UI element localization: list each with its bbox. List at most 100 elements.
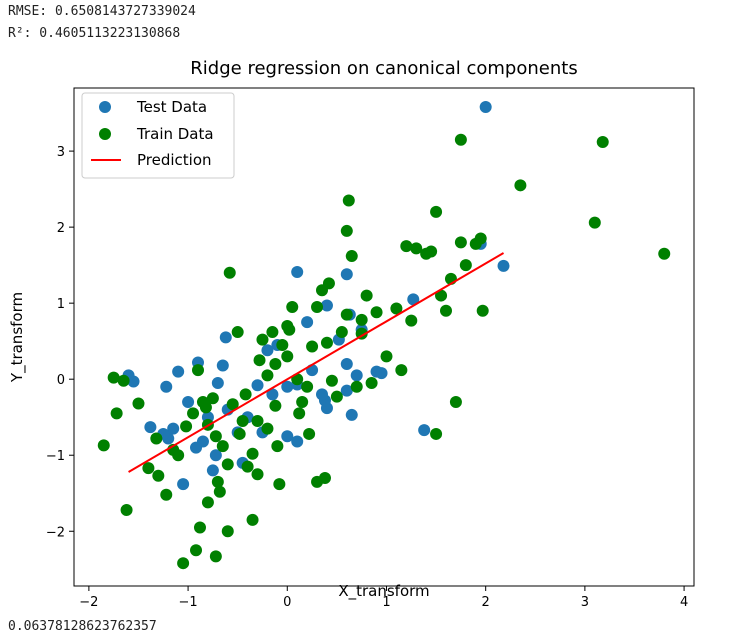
test-point — [190, 441, 203, 454]
test-point — [345, 408, 358, 421]
train-point — [192, 364, 204, 377]
train-point — [97, 439, 110, 452]
train-point — [213, 485, 226, 498]
train-point — [454, 236, 467, 249]
train-point — [296, 396, 309, 409]
train-point — [281, 350, 294, 363]
test-point — [340, 268, 353, 281]
test-point — [172, 365, 185, 378]
test-point — [291, 265, 304, 278]
train-point — [596, 135, 609, 148]
y-tick-label: 0 — [57, 373, 65, 388]
legend-marker-test — [99, 101, 111, 113]
train-point — [293, 407, 306, 420]
train-point — [261, 369, 274, 382]
chart-title: Ridge regression on canonical components — [190, 58, 577, 79]
x-axis-label: X_transform — [338, 582, 429, 601]
train-point — [340, 224, 353, 237]
train-point — [117, 374, 130, 387]
train-point — [410, 242, 423, 255]
test-point — [497, 259, 510, 272]
train-point — [142, 462, 155, 475]
train-point — [132, 397, 145, 410]
train-point — [177, 557, 190, 570]
final-output: 0.06378128623762357 — [8, 619, 157, 634]
train-point — [340, 308, 353, 321]
train-point — [261, 422, 274, 435]
train-point — [172, 449, 185, 462]
test-point — [407, 293, 420, 306]
train-point — [430, 205, 443, 218]
train-point — [201, 496, 214, 509]
test-point — [418, 424, 431, 437]
train-point — [223, 266, 236, 279]
train-point — [325, 374, 338, 387]
train-point — [474, 232, 487, 245]
x-tick-label: −1 — [178, 595, 197, 610]
train-point — [365, 376, 378, 389]
test-point — [291, 435, 304, 448]
test-point — [281, 430, 294, 443]
y-tick-label: 3 — [57, 145, 65, 160]
legend-label-prediction: Prediction — [137, 151, 212, 169]
scatter-chart: Ridge regression on canonical components… — [8, 58, 695, 610]
train-point — [180, 420, 193, 433]
train-point — [246, 513, 259, 526]
x-tick-label: 0 — [283, 595, 291, 610]
train-point — [110, 407, 123, 420]
train-point — [253, 354, 266, 367]
train-point — [231, 326, 244, 339]
legend-label-train: Train Data — [136, 125, 214, 143]
x-tick-label: 3 — [581, 595, 589, 610]
legend-box — [81, 92, 235, 179]
train-point — [190, 544, 203, 557]
train-point — [322, 277, 335, 290]
train-point — [241, 460, 254, 473]
x-tick-label: 1 — [382, 595, 390, 610]
train-point — [301, 380, 314, 393]
y-axis-ticks: −2 −1 0 1 2 3 — [46, 145, 74, 540]
x-axis-ticks: −2 −1 0 1 2 3 4 — [79, 586, 688, 610]
train-point — [400, 240, 413, 253]
plot-frame — [73, 87, 695, 587]
test-point — [206, 464, 219, 477]
y-tick-label: 1 — [57, 297, 65, 312]
train-point — [658, 247, 671, 260]
train-point — [269, 357, 282, 370]
train-point — [476, 304, 489, 317]
test-point — [251, 379, 264, 392]
x-tick-label: 4 — [680, 595, 688, 610]
train-point — [281, 319, 294, 332]
rmse-output: RMSE: 0.6508143727339024 — [8, 4, 196, 19]
test-point — [261, 344, 274, 357]
train-point — [193, 521, 206, 534]
train-point — [318, 472, 331, 485]
train-point — [320, 336, 333, 349]
test-point — [316, 388, 328, 401]
train-point — [233, 427, 246, 440]
test-point — [182, 396, 195, 409]
x-tick-label: −2 — [79, 595, 98, 610]
train-point — [271, 440, 284, 453]
train-point — [370, 306, 383, 319]
train-point — [449, 396, 462, 409]
train-point — [236, 415, 249, 428]
test-point — [350, 369, 363, 382]
train-point — [435, 289, 448, 302]
test-point — [320, 299, 333, 312]
train-point — [306, 340, 319, 353]
train-point — [256, 333, 269, 346]
y-axis-label: Y_transform — [8, 292, 27, 383]
train-point — [269, 399, 282, 412]
train-point — [276, 338, 289, 351]
legend-label-test: Test Data — [136, 98, 207, 116]
train-point — [152, 469, 165, 482]
train-point — [355, 313, 368, 326]
test-point — [177, 478, 190, 491]
train-point — [311, 300, 324, 313]
test-point — [211, 376, 224, 389]
train-point — [395, 364, 408, 377]
train-point — [199, 401, 212, 414]
test-point — [167, 422, 180, 435]
train-point — [425, 245, 438, 258]
